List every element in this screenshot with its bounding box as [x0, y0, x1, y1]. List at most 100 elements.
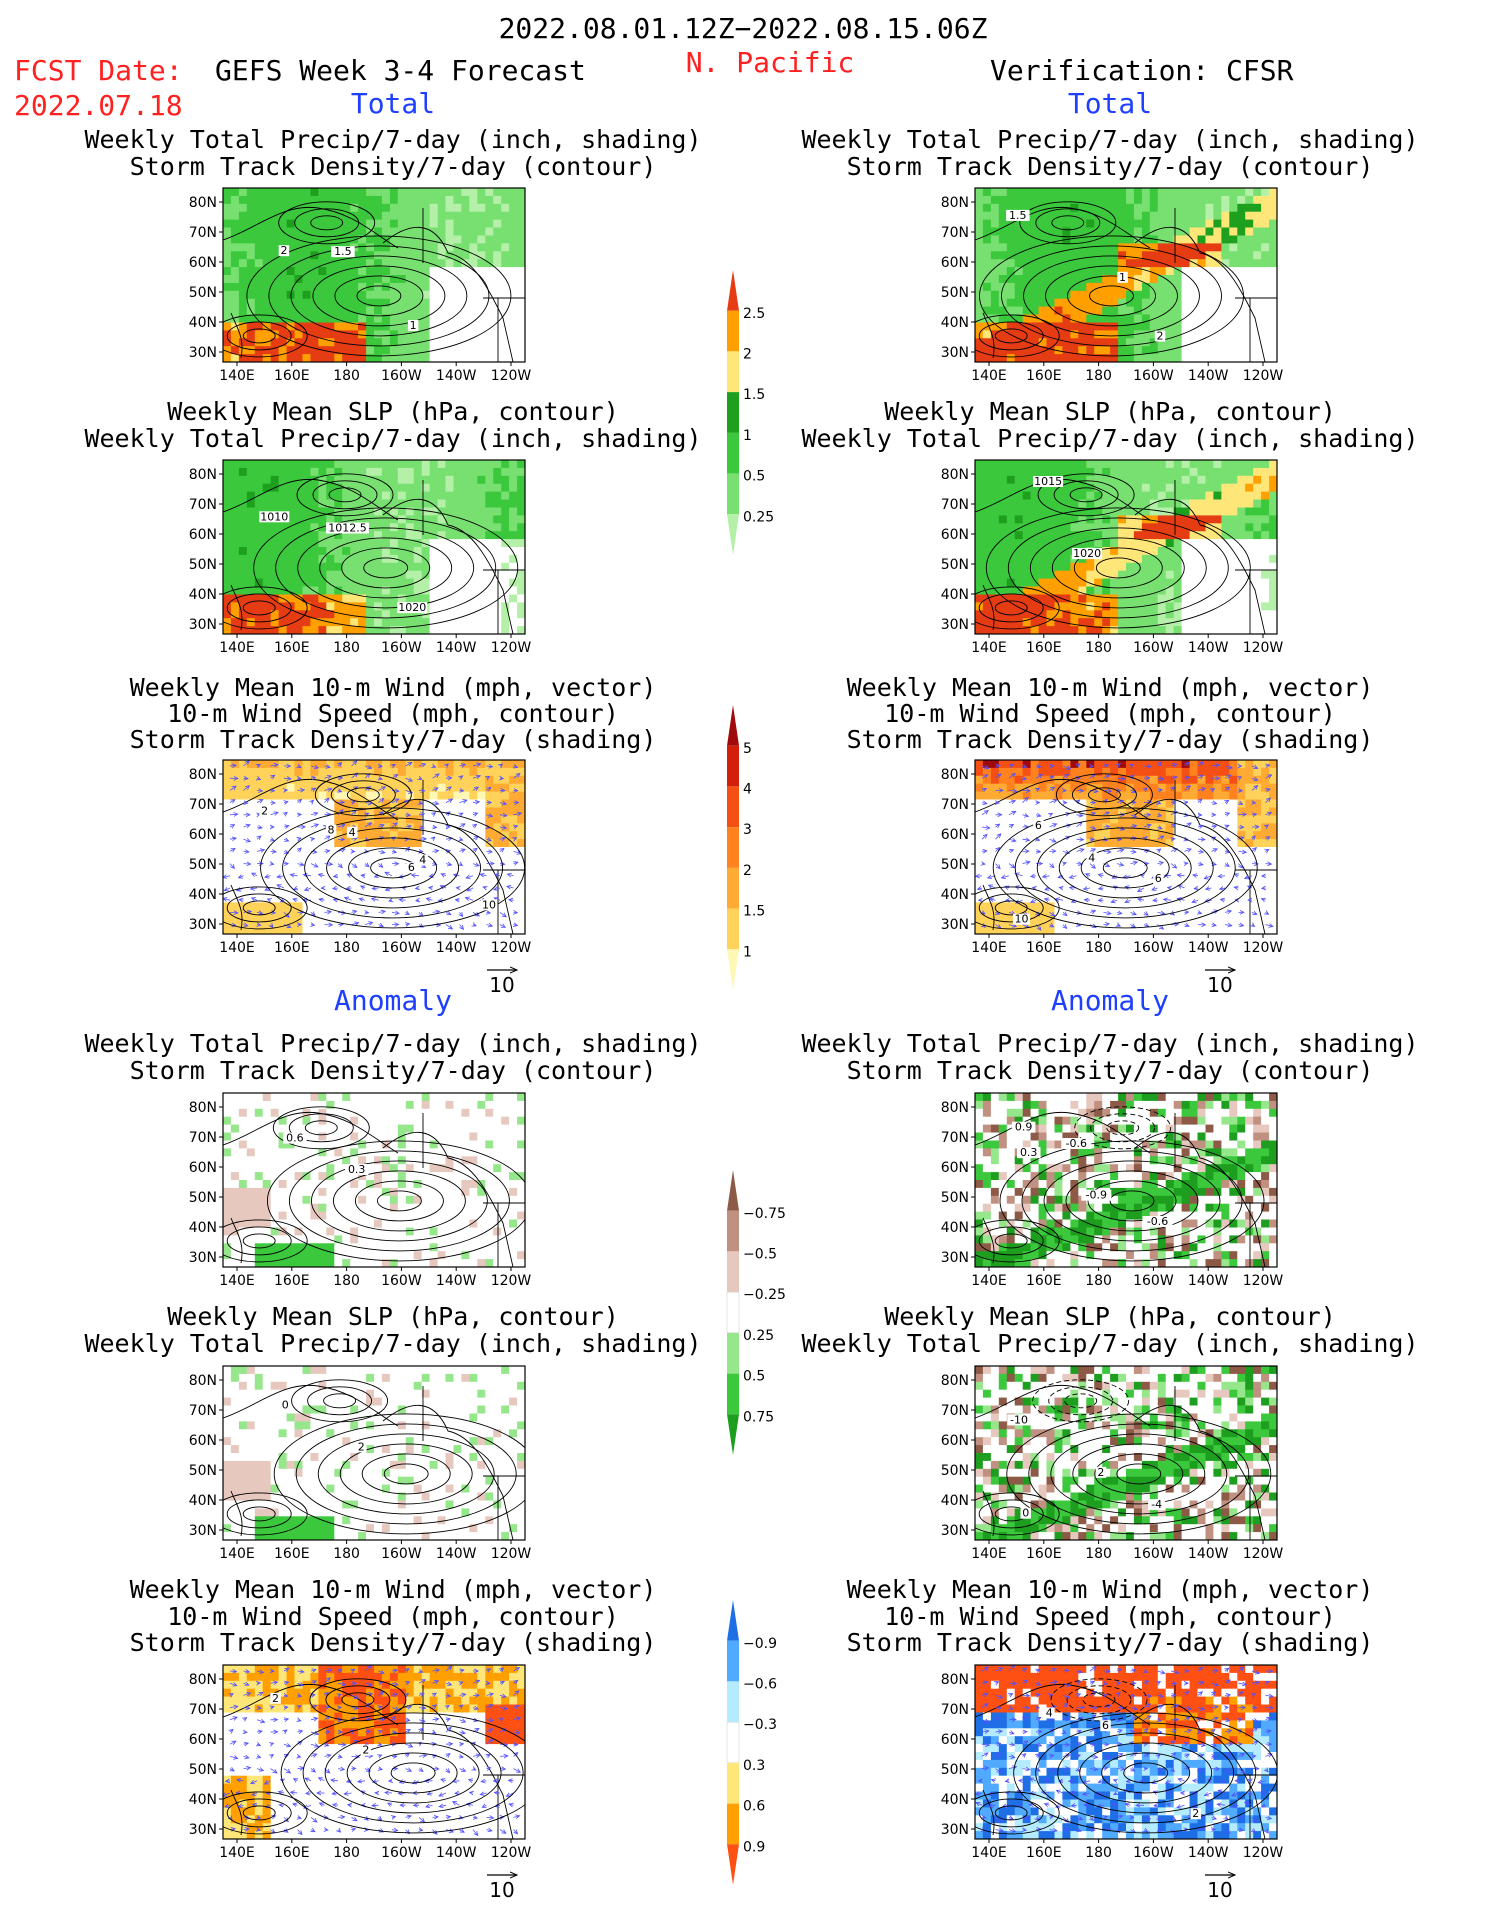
map-shading-cell [405, 1680, 415, 1690]
contour-line [339, 1443, 473, 1505]
map-shading-cell [230, 862, 240, 872]
wind-vector [265, 888, 271, 890]
map-shading-cell [493, 1468, 502, 1478]
map-shading-cell [302, 1124, 311, 1134]
border-line [483, 1475, 525, 1540]
wind-vector [364, 787, 370, 791]
map-shading-cell [310, 1187, 319, 1197]
map-shading-cell [501, 1124, 510, 1134]
map-shading-cell [310, 1484, 319, 1494]
map-shading-cell [342, 1093, 351, 1102]
map-shading-cell [366, 460, 375, 469]
map-shading-cell [477, 815, 486, 824]
map-shading-cell [230, 483, 240, 493]
map-shading-cell [278, 188, 288, 197]
map-shading-cell [246, 1132, 256, 1141]
map-shading-cell [397, 1500, 407, 1509]
wind-vector [495, 874, 501, 876]
map-shading-cell [485, 539, 494, 548]
map-shading-cell [262, 467, 272, 477]
contour-label-bg [259, 511, 290, 523]
coastline-asia [223, 1111, 399, 1154]
wind-vector [277, 876, 285, 877]
map-shading-cell [223, 1672, 232, 1682]
map-shading-cell [429, 499, 439, 508]
map-shading-cell [334, 839, 343, 848]
map-shading-cell [437, 1405, 447, 1414]
map-shading-cell [350, 475, 359, 485]
map-shading-cell [429, 602, 439, 611]
map-shading-cell [453, 1429, 462, 1438]
map-shading-cell [517, 1172, 525, 1181]
map-shading-cell [453, 275, 462, 284]
map-shading-cell [405, 1492, 415, 1501]
map-shading-cell [381, 1460, 391, 1470]
map-shading-cell [477, 235, 486, 244]
map-shading-cell [223, 290, 232, 300]
map-shading-cell [389, 1468, 399, 1478]
map-shading-cell [374, 894, 383, 903]
map-shading-cell [246, 354, 256, 362]
map-shading-cell [358, 1124, 367, 1134]
map-shading-cell [509, 586, 518, 595]
map-shading-cell [461, 1445, 470, 1454]
map-shading-cell [477, 1405, 486, 1414]
map-shading-cell [278, 1366, 288, 1375]
map-shading-cell [358, 1453, 367, 1462]
map-shading-cell [246, 483, 256, 493]
map-shading-cell [429, 523, 439, 532]
map-shading-cell [294, 823, 303, 832]
map-shading-cell [223, 1437, 232, 1446]
map-shading-cell [254, 483, 264, 493]
map-shading-cell [413, 275, 423, 284]
map-shading-cell [517, 1373, 525, 1383]
map-shading-cell [262, 1680, 272, 1690]
map-shading-cell [238, 1468, 248, 1478]
map-shading-cell [230, 354, 240, 362]
map-shading-cell [286, 799, 296, 808]
map-shading-cell [326, 562, 335, 572]
map-shading-cell [501, 1148, 510, 1157]
map-shading-cell [223, 314, 232, 323]
contours [223, 1106, 525, 1263]
map-shading-cell [397, 594, 407, 603]
map-shading-cell [286, 1389, 296, 1399]
map-shading-cell [517, 211, 525, 221]
map-shading-cell [405, 1437, 415, 1446]
map-shading-cell [238, 282, 248, 292]
map-shading-cell [294, 338, 303, 347]
map-shading-cell [223, 515, 232, 524]
wind-vector [271, 839, 275, 840]
map-shading-cell [318, 799, 327, 808]
map-shading-cell [477, 1688, 486, 1698]
map-shading-cell [262, 1437, 272, 1446]
map-shading-cell [397, 243, 407, 252]
map-shading-cell [453, 1508, 462, 1517]
map-shading-cell [374, 1460, 383, 1470]
map-shading-cell [429, 1124, 439, 1134]
contour-line [323, 1393, 357, 1409]
map-shading-cell [493, 886, 502, 895]
map-shading-cell [270, 767, 280, 777]
map-shading-cell [302, 1389, 311, 1399]
map-shading-cell [509, 1429, 518, 1438]
map-shading-cell [318, 1156, 327, 1165]
map-shading-cell [445, 491, 454, 501]
map-shading-cell [223, 1124, 232, 1134]
wind-vector [432, 788, 439, 790]
map-shading-cell [286, 554, 296, 564]
map-shading-cell [397, 219, 407, 229]
map-shading-cell [262, 1381, 272, 1391]
map-shading-cell [318, 460, 327, 469]
map-shading-cell [437, 275, 447, 284]
map-shading-cell [350, 1187, 359, 1197]
map-shading-cell [509, 870, 518, 880]
map-shading-cell [270, 878, 280, 888]
map-shading-cell [334, 1366, 343, 1375]
map-shading-cell [517, 799, 525, 808]
map-shading-cell [413, 1437, 423, 1446]
map-shading-cell [246, 862, 256, 872]
map-shading-cell [318, 243, 327, 252]
map-shading-cell [389, 854, 399, 864]
map-shading-cell [397, 1124, 407, 1134]
